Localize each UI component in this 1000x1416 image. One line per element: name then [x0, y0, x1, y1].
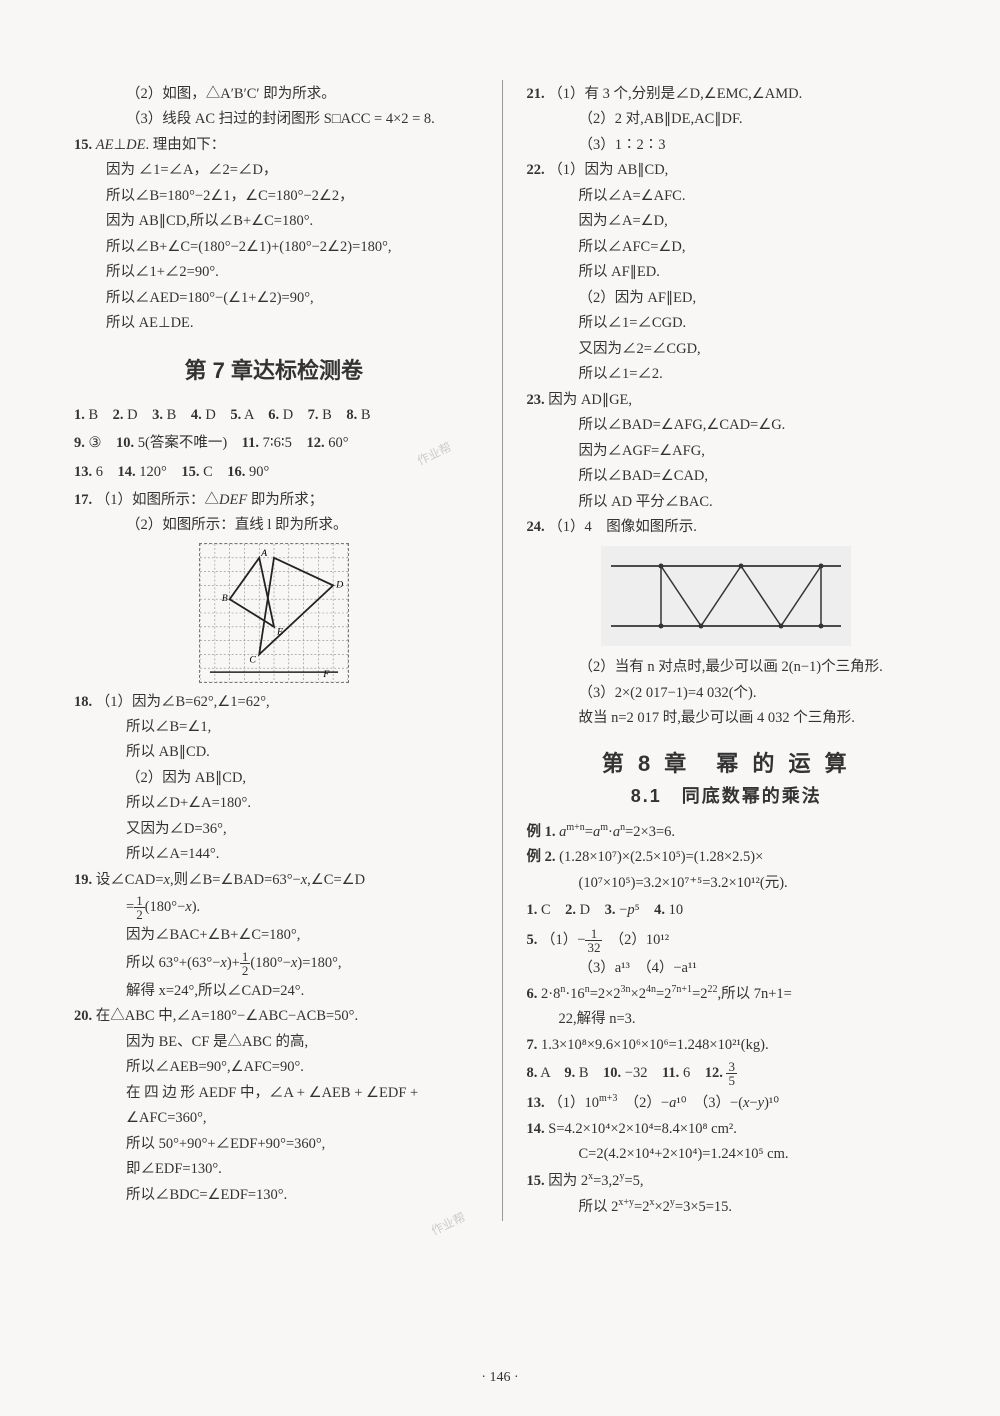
text: 故当 n=2 017 时,最少可以画 4 032 个三角形. [527, 707, 927, 729]
q13a: 13. （1）10m+3 （2）−a¹⁰ （3）−(x−y)¹⁰ [527, 1091, 927, 1114]
page-columns: （2）如图，△A′B′C′ 即为所求。 （3）线段 AC 扫过的封闭图形 S□A… [74, 80, 926, 1221]
q20a: 20. 在△ABC 中,∠A=180°−∠ABC−ACB=50°. [74, 1005, 474, 1027]
text: 所以∠1+∠2=90°. [74, 261, 474, 283]
text: 所以∠B+∠C=(180°−2∠1)+(180°−2∠2)=180°, [74, 236, 474, 258]
text: 所以∠1=∠CGD. [527, 312, 927, 334]
text: （2）2 对,AB∥DE,AC∥DF. [527, 108, 927, 130]
text: (10⁷×10⁵)=3.2×10⁷⁺⁵=3.2×10¹²(元). [527, 872, 927, 894]
section-8-1-title: 8.1 同底数幂的乘法 [527, 782, 927, 808]
text: 又因为∠2=∠CGD, [527, 338, 927, 360]
text: 所以∠A=144°. [74, 843, 474, 865]
text: 因为 BE、CF 是△ABC 的高, [74, 1031, 474, 1053]
chapter-7-title: 第 7 章达标检测卷 [74, 353, 474, 385]
q17b: （2）如图所示：直线 l 即为所求。 [74, 514, 474, 536]
text: ∠AFC=360°, [74, 1107, 474, 1129]
text: 所以 AE⊥DE. [74, 312, 474, 334]
q5a: 5. （1）−132 （2）10¹² [527, 927, 927, 954]
q23a: 23. 因为 AD∥GE, [527, 389, 927, 411]
text: 所以∠AEB=90°,∠AFC=90°. [74, 1056, 474, 1078]
text: 所以∠AED=180°−(∠1+∠2)=90°, [74, 287, 474, 309]
text: 所以∠BAD=∠AFG,∠CAD=∠G. [527, 414, 927, 436]
q21a: 21. （1）有 3 个,分别是∠D,∠EMC,∠AMD. [527, 83, 927, 105]
q19b: =12(180°−x). [74, 894, 474, 921]
text: （3）2×(2 017−1)=4 032(个). [527, 682, 927, 704]
text: （3）1∶2∶3 [527, 134, 927, 156]
text: 又因为∠D=36°, [74, 818, 474, 840]
q24a: 24. （1）4 图像如图所示. [527, 516, 927, 538]
q7a: 7. 1.3×10⁸×9.6×10⁶×10⁶=1.248×10²¹(kg). [527, 1034, 927, 1056]
answers-row: 8. A 9. B 10. −32 11. 6 12. 35 [527, 1060, 927, 1087]
q17a: 17. （1）如图所示：△DEF 即为所求； [74, 489, 474, 511]
svg-text:C: C [249, 654, 256, 665]
text: （2）因为 AF∥ED, [527, 287, 927, 309]
text: （2）因为 AB∥CD, [74, 767, 474, 789]
answers-row: 1. C 2. D 3. −p⁵ 4. 10 [527, 898, 927, 923]
svg-text:E: E [276, 626, 283, 637]
text: 所以 50°+90°+∠EDF+90°=360°, [74, 1133, 474, 1155]
svg-text:D: D [335, 579, 343, 590]
text: 所以∠B=∠1, [74, 716, 474, 738]
q14a: 14. S=4.2×10⁴×2×10⁴=8.4×10⁸ cm². [527, 1118, 927, 1140]
svg-text:F: F [322, 669, 330, 680]
text: 在 四 边 形 AEDF 中，∠A + ∠AEB + ∠EDF + [74, 1082, 474, 1104]
svg-text:A: A [260, 547, 268, 558]
answers-row: 13. 6 14. 120° 15. C 16. 90° [74, 460, 474, 485]
text: 因为 AB∥CD,所以∠B+∠C=180°. [74, 210, 474, 232]
chapter-8-title: 第 8 章 幂 的 运 算 [527, 746, 927, 778]
text: （3）线段 AC 扫过的封闭图形 S□ACC = 4×2 = 8. [74, 108, 474, 130]
answers-row: 1. B 2. D 3. B 4. D 5. A 6. D 7. B 8. B [74, 403, 474, 428]
text: 所以 AF∥ED. [527, 261, 927, 283]
text: 因为∠BAC+∠B+∠C=180°, [74, 924, 474, 946]
svg-text:B: B [222, 593, 228, 604]
text: （2）当有 n 对点时,最少可以画 2(n−1)个三角形. [527, 656, 927, 678]
text: 22,解得 n=3. [527, 1008, 927, 1030]
q18a: 18. （1）因为∠B=62°,∠1=62°, [74, 691, 474, 713]
text: C=2(4.2×10⁴+2×10⁴)=1.24×10⁵ cm. [527, 1143, 927, 1165]
q6a: 6. 2·8n·16n=2×23n×24n=27n+1=222,所以 7n+1= [527, 982, 927, 1005]
q19a: 19. 设∠CAD=x,则∠B=∠BAD=63°−x,∠C=∠D [74, 869, 474, 891]
text: 因为∠A=∠D, [527, 210, 927, 232]
example-1: 例 1. am+n=am·an=2×3=6. [527, 820, 927, 843]
example-2a: 例 2. (1.28×10⁷)×(2.5×10⁵)=(1.28×2.5)× [527, 846, 927, 868]
q15a2: 15. 因为 2x=3,2y=5, [527, 1169, 927, 1192]
text: 所以∠BDC=∠EDF=130°. [74, 1184, 474, 1206]
text: 因为∠AGF=∠AFG, [527, 440, 927, 462]
right-column: 21. （1）有 3 个,分别是∠D,∠EMC,∠AMD. （2）2 对,AB∥… [502, 80, 927, 1221]
text: 即∠EDF=130°. [74, 1158, 474, 1180]
text: 所以∠A=∠AFC. [527, 185, 927, 207]
text: 所以 AD 平分∠BAC. [527, 491, 927, 513]
line-triangles-diagram [601, 546, 851, 646]
text: 所以∠AFC=∠D, [527, 236, 927, 258]
q19d: 所以 63°+(63°−x)+12(180°−x)=180°, [74, 950, 474, 977]
left-column: （2）如图，△A′B′C′ 即为所求。 （3）线段 AC 扫过的封闭图形 S□A… [74, 80, 474, 1221]
text: 因为 ∠1=∠A，∠2=∠D， [74, 159, 474, 181]
text: （3）a¹³ （4）−a¹¹ [527, 957, 927, 979]
q22a: 22. （1）因为 AB∥CD, [527, 159, 927, 181]
text: （2）如图，△A′B′C′ 即为所求。 [74, 83, 474, 105]
text: 所以∠D+∠A=180°. [74, 792, 474, 814]
page-number: · 146 · [0, 1370, 1000, 1386]
q15-head: 15. AE⊥DE. 理由如下： [74, 134, 474, 156]
q15b2: 所以 2x+y=2x×2y=3×5=15. [527, 1195, 927, 1218]
grid-diagram: A B E D C F [199, 543, 349, 683]
text: 所以 AB∥CD. [74, 741, 474, 763]
text: 所以∠BAD=∠CAD, [527, 465, 927, 487]
text: 所以∠B=180°−2∠1，∠C=180°−2∠2， [74, 185, 474, 207]
text: 解得 x=24°,所以∠CAD=24°. [74, 980, 474, 1002]
text: 所以∠1=∠2. [527, 363, 927, 385]
